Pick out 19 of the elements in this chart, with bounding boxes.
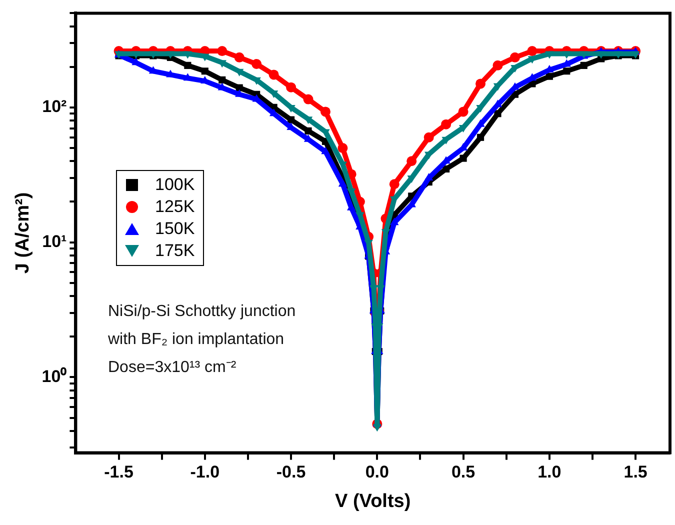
x-tick-label: 0.5 xyxy=(451,462,476,482)
y-tick-label: 10¹ xyxy=(42,232,68,252)
y-tick-label: 10⁰ xyxy=(42,366,67,386)
annotation: Dose=3x10¹³ cm⁻² xyxy=(108,358,238,378)
x-axis-title: V (Volts) xyxy=(335,490,411,512)
x-tick-label: -1.0 xyxy=(190,462,220,482)
x-tick-label: 1.5 xyxy=(624,462,648,482)
annotation: NiSi/p-Si Schottky junction xyxy=(108,302,296,322)
legend-label: 100K xyxy=(155,175,195,195)
x-tick-label: 0.0 xyxy=(365,462,389,482)
legend-label: 125K xyxy=(155,197,195,217)
legend-label: 150K xyxy=(155,219,195,239)
x-tick-label: 1.0 xyxy=(538,462,562,482)
y-axis-title: J (A/cm²) xyxy=(12,192,34,274)
legend-label: 175K xyxy=(155,241,195,261)
y-tick-label: 10² xyxy=(42,97,68,116)
x-tick-label: -1.5 xyxy=(104,462,134,482)
annotation: with BF₂ ion implantation xyxy=(108,330,286,350)
x-tick-label: -0.5 xyxy=(276,462,306,482)
